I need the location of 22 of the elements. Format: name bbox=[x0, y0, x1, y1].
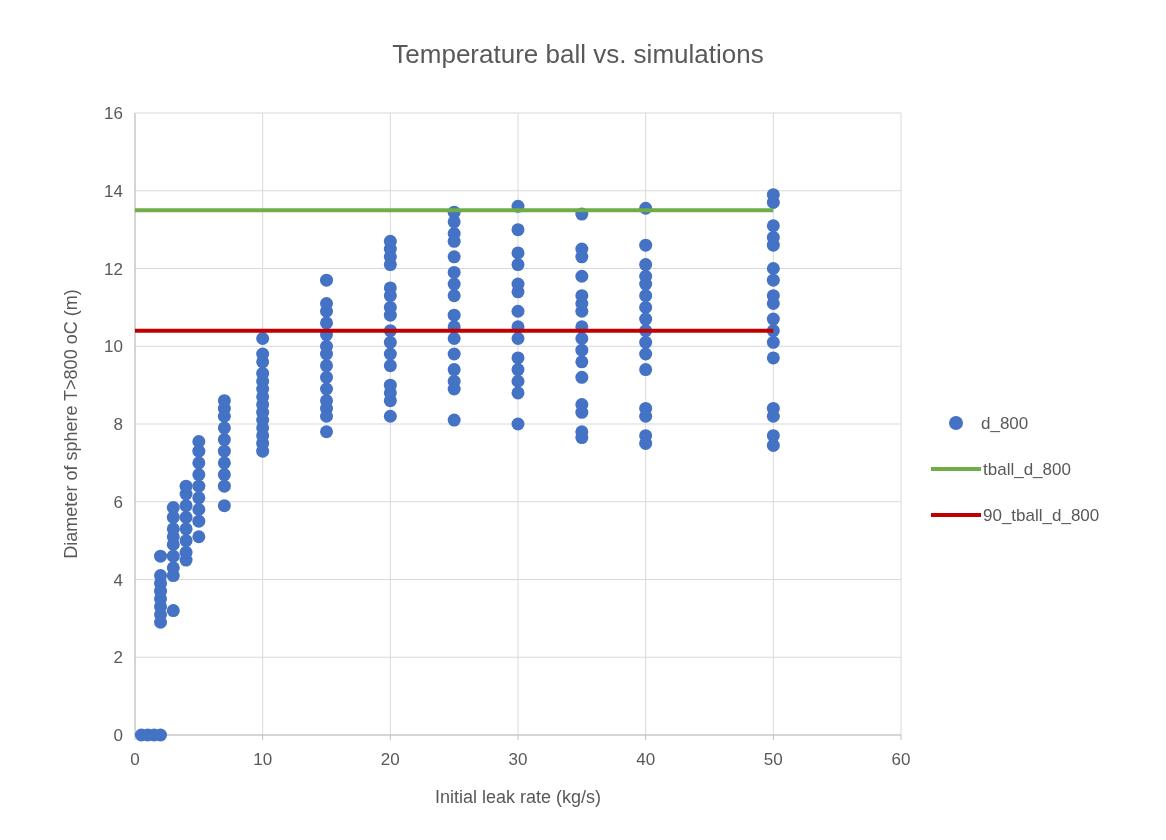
y-tick-label: 4 bbox=[113, 570, 123, 590]
x-axis-title: Initial leak rate (kg/s) bbox=[434, 787, 602, 807]
x-tick-label: 30 bbox=[508, 750, 528, 769]
x-tick-label: 10 bbox=[253, 750, 273, 769]
y-tick-label: 12 bbox=[104, 259, 123, 279]
x-tick-label: 20 bbox=[380, 750, 400, 769]
legend-label: tball_d_800 bbox=[983, 460, 1071, 479]
y-tick-label: 8 bbox=[113, 415, 123, 434]
y-tick-label: 16 bbox=[104, 104, 123, 123]
y-tick-label: 0 bbox=[113, 726, 123, 745]
legend-label: d_800 bbox=[981, 414, 1029, 433]
y-tick-label: 10 bbox=[104, 337, 123, 357]
x-tick-label: 0 bbox=[130, 750, 140, 769]
x-tick-label: 60 bbox=[891, 750, 911, 769]
y-tick-label: 14 bbox=[104, 181, 123, 201]
y-axis-title: Diameter of sphere T>800 oC (m) bbox=[61, 289, 81, 559]
x-tick-label: 40 bbox=[636, 750, 656, 769]
legend-label: 90_tball_d_800 bbox=[983, 506, 1100, 525]
y-tick-label: 6 bbox=[113, 492, 123, 512]
x-tick-label: 50 bbox=[763, 750, 783, 769]
y-tick-label: 2 bbox=[113, 648, 123, 668]
chart-title: Temperature ball vs. simulations bbox=[392, 39, 764, 69]
